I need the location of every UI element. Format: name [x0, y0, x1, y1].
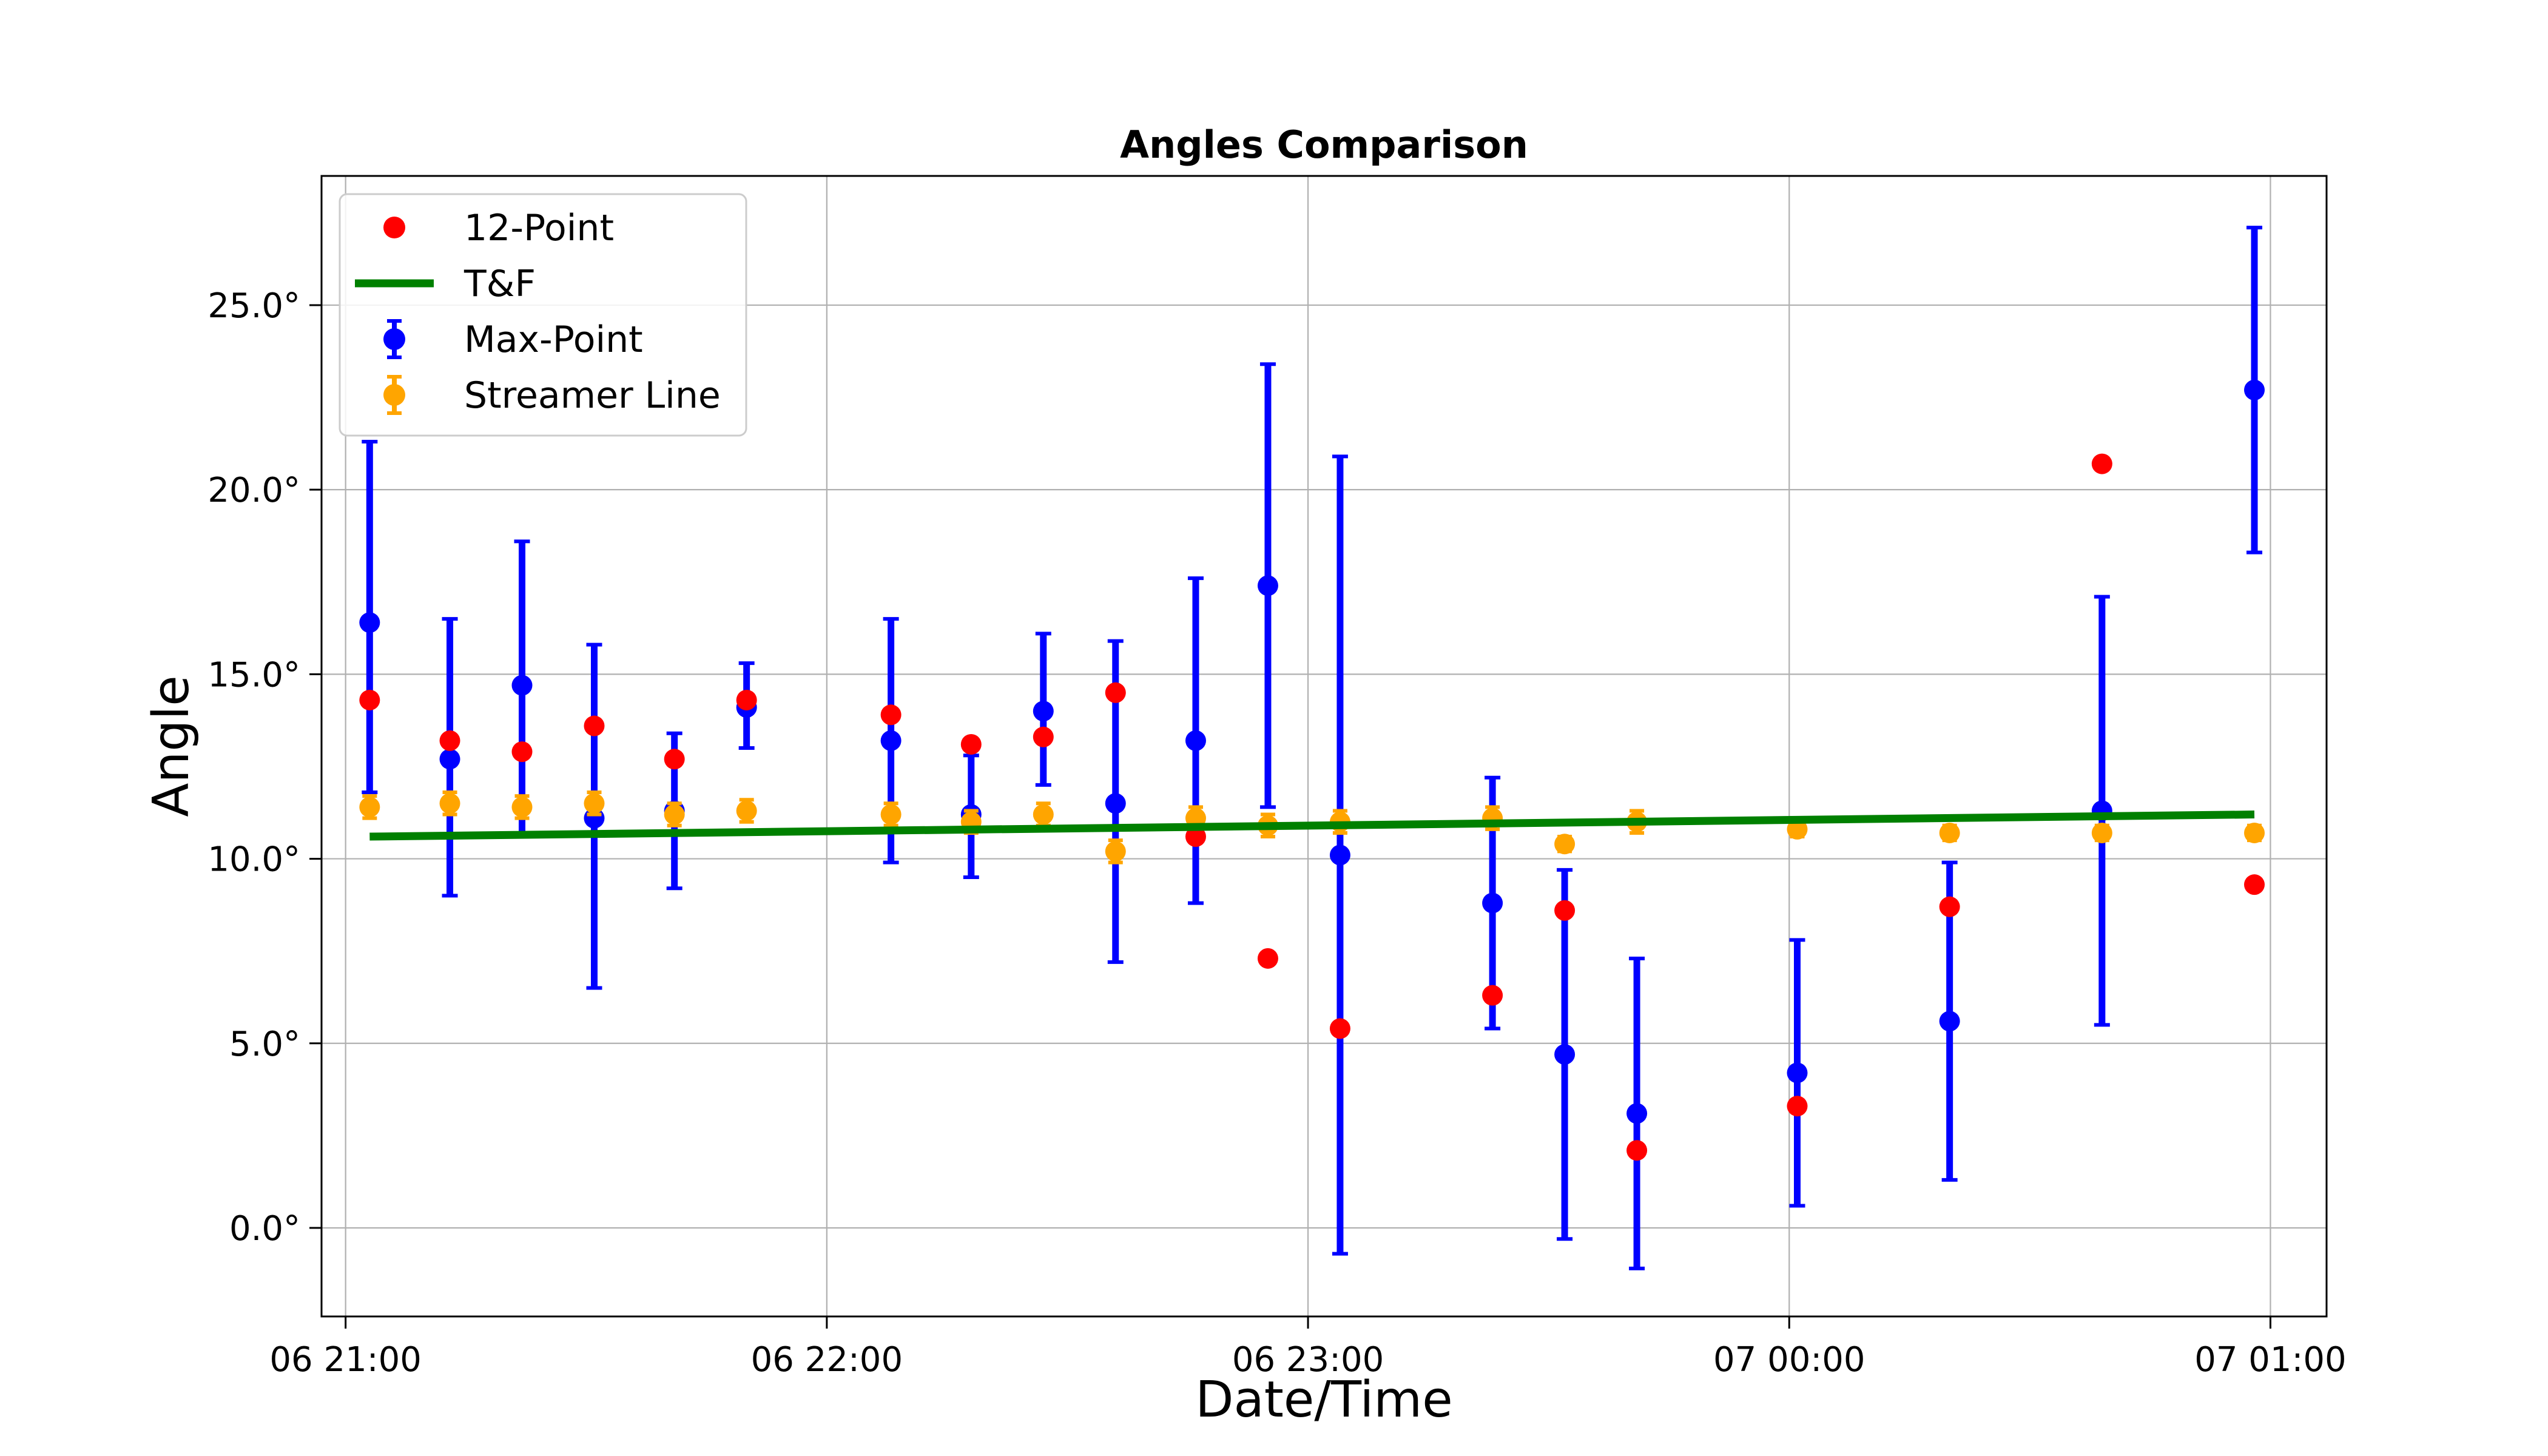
y-axis-label: Angle: [143, 675, 200, 817]
data-point: [1482, 985, 1503, 1006]
data-point: [880, 730, 902, 751]
x-axis-label: Date/Time: [1195, 1371, 1452, 1429]
data-point: [584, 793, 605, 814]
x-tick-label: 06 23:00: [1232, 1340, 1384, 1380]
data-point: [1626, 1103, 1648, 1124]
chart-title: Angles Comparison: [1120, 123, 1528, 167]
y-tick-label: 0.0°: [229, 1209, 300, 1249]
x-tick-label: 07 00:00: [1713, 1340, 1865, 1380]
x-tick-label: 06 22:00: [751, 1340, 903, 1380]
data-point: [960, 733, 982, 755]
data-point: [1185, 730, 1206, 751]
legend-label: 12-Point: [464, 207, 614, 249]
legend-swatch: [383, 384, 405, 406]
data-point: [1787, 818, 1808, 840]
x-tick-label: 07 01:00: [2194, 1340, 2346, 1380]
data-point: [1939, 896, 1960, 917]
series-12-point: [359, 453, 2265, 1161]
data-point: [1626, 1140, 1648, 1161]
plot-series: [359, 226, 2265, 1270]
data-point: [439, 749, 460, 770]
data-point: [1033, 804, 1054, 825]
data-point: [1482, 892, 1503, 914]
legend-item-12-point: 12-Point: [383, 207, 614, 249]
y-tick-label: 5.0°: [229, 1025, 300, 1064]
data-point: [2091, 453, 2112, 474]
data-point: [2244, 379, 2265, 400]
data-point: [359, 612, 380, 633]
legend-item-streamer-line: Streamer Line: [383, 374, 721, 417]
data-point: [584, 715, 605, 736]
legend-label: Streamer Line: [464, 374, 721, 417]
legend-label: T&F: [463, 263, 536, 305]
data-point: [511, 675, 533, 696]
data-point: [1105, 841, 1126, 862]
data-point: [664, 804, 685, 825]
data-point: [1033, 726, 1054, 747]
data-point: [880, 704, 902, 726]
legend-label: Max-Point: [464, 318, 643, 361]
data-point: [1329, 1018, 1350, 1039]
data-point: [1105, 793, 1126, 814]
data-point: [1554, 1044, 1576, 1065]
data-point: [2091, 822, 2112, 843]
trend-line: [369, 811, 2255, 841]
data-point: [1939, 1011, 1960, 1032]
y-tick-label: 10.0°: [207, 840, 300, 880]
data-point: [1554, 834, 1576, 855]
data-point: [359, 689, 380, 710]
data-point: [1033, 701, 1054, 722]
data-point: [1939, 822, 1960, 843]
data-point: [2244, 822, 2265, 843]
data-point: [439, 730, 460, 751]
data-point: [1257, 948, 1278, 969]
data-point: [1554, 900, 1576, 921]
data-point: [511, 741, 533, 763]
data-point: [664, 749, 685, 770]
legend-item-t-f: T&F: [355, 263, 536, 305]
data-point: [1185, 826, 1206, 848]
legend-item-max-point: Max-Point: [383, 318, 643, 361]
data-point: [2244, 874, 2265, 895]
data-point: [1329, 844, 1350, 866]
grid: [322, 176, 2327, 1316]
x-tick-label: 06 21:00: [269, 1340, 421, 1380]
y-tick-label: 25.0°: [207, 286, 300, 326]
data-point: [1787, 1062, 1808, 1084]
y-tick-label: 15.0°: [207, 655, 300, 695]
data-point: [511, 797, 533, 818]
data-point: [880, 804, 902, 825]
data-point: [1257, 575, 1278, 596]
data-point: [439, 793, 460, 814]
data-point: [736, 800, 757, 821]
axis-ticks: 06 21:00 06 22:00 06 23:00 07 00:00 07 01:00…: [207, 286, 2346, 1380]
legend-swatch: [383, 217, 405, 238]
y-tick-label: 20.0°: [207, 471, 300, 510]
legend-swatch: [383, 328, 405, 350]
data-point: [359, 797, 380, 818]
data-point: [1787, 1096, 1808, 1117]
series-t-f: [369, 811, 2255, 841]
plot-frame: [320, 175, 2328, 1318]
data-point: [736, 689, 757, 710]
data-point: [1105, 682, 1126, 703]
legend-box: [339, 193, 747, 437]
legend: 12-Point T&F Max-Point Streamer Line: [339, 193, 747, 437]
